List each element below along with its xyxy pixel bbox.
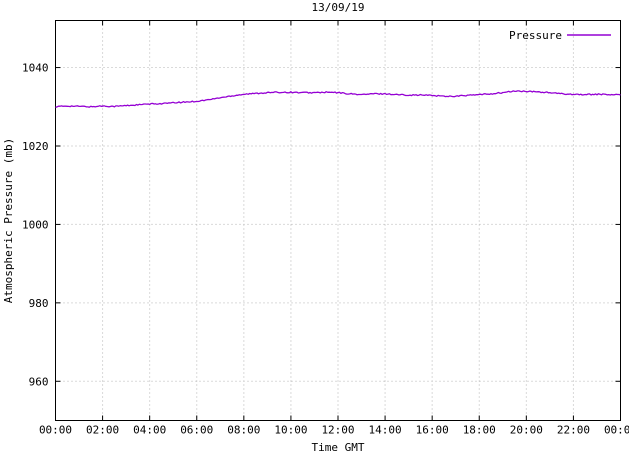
x-tick-label: 20:00: [510, 424, 543, 437]
y-axis-label: Atmospheric Pressure (mb): [2, 138, 15, 304]
y-tick-label: 1020: [22, 140, 49, 153]
x-tick-label: 00:00: [39, 424, 72, 437]
x-tick-label: 00:00: [604, 424, 629, 437]
x-tick-label: 04:00: [133, 424, 166, 437]
plot-border: [55, 20, 621, 421]
x-tick-label: 10:00: [274, 424, 307, 437]
y-tick-label: 1040: [22, 62, 49, 75]
y-tick-label: 1000: [22, 218, 49, 231]
y-tick-label: 960: [29, 375, 49, 388]
pressure-line: [55, 90, 621, 109]
x-tick-label: 14:00: [369, 424, 402, 437]
x-tick-label: 08:00: [227, 424, 260, 437]
x-axis-label: Time GMT: [312, 441, 365, 454]
x-tick-label: 12:00: [321, 424, 354, 437]
y-tick-label: 980: [29, 297, 49, 310]
x-tick-label: 02:00: [86, 424, 119, 437]
x-tick-label: 22:00: [557, 424, 590, 437]
x-tick-label: 06:00: [180, 424, 213, 437]
x-tick-label: 18:00: [463, 424, 496, 437]
chart-title: 13/09/19: [312, 1, 365, 14]
legend-label: Pressure: [509, 29, 562, 42]
x-tick-label: 16:00: [416, 424, 449, 437]
